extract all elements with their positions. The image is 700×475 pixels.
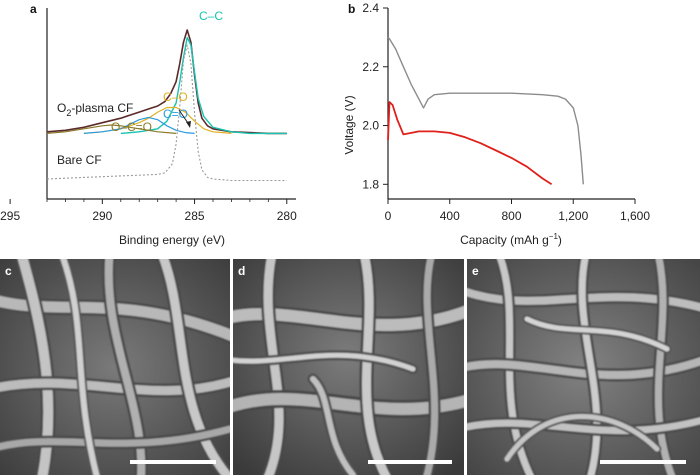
discharge-y-tick-label: 2.4 <box>362 1 379 15</box>
scale-bar <box>130 460 216 464</box>
discharge-y-tick-label: 2.0 <box>362 119 379 133</box>
xps-x-tick-label: 290 <box>92 209 112 223</box>
panel-d-label: d <box>238 264 246 278</box>
cc-peak-label: C–C <box>199 9 223 23</box>
discharge-y-tick-label: 2.2 <box>362 60 379 74</box>
discharge-x-axis-label: Capacity (mAh g−1) <box>460 232 562 247</box>
discharge-y-axis-label: Voltage (V) <box>345 95 356 154</box>
series-bare-cf <box>46 44 287 182</box>
discharge-x-tick-label: 0 <box>385 209 392 223</box>
xps-x-tick-label: 295 <box>0 209 20 223</box>
co-peak-label: C–O <box>163 90 188 104</box>
xps-chart: 295 290 285 280 Binding energy (eV) C–C C–O… <box>0 8 297 247</box>
series-c-o <box>83 116 195 134</box>
discharge-x-tick-label: 400 <box>440 209 460 223</box>
sem-image-d: d <box>233 259 464 475</box>
discharge-curve-gray <box>387 36 584 185</box>
scale-bar <box>368 460 452 464</box>
annotation-arrowhead <box>186 121 191 128</box>
o-c-eq-o-peak-label: O–C=O <box>111 120 152 134</box>
discharge-x-tick-label: 1,600 <box>620 209 650 223</box>
discharge-x-tick-label: 800 <box>501 209 521 223</box>
o2-plasma-label: O2-plasma CF <box>57 101 133 118</box>
series-o-c-o <box>46 124 177 134</box>
panel-a-label: a <box>30 2 37 16</box>
panel-e-label: e <box>472 264 479 278</box>
sem-fibers-e <box>467 259 700 475</box>
sem-fibers-c <box>0 259 230 475</box>
scale-bar <box>600 460 686 464</box>
sem-fibers-d <box>233 259 464 475</box>
series-o2-plasma-cf <box>46 29 287 135</box>
xps-x-tick-label: 285 <box>185 209 205 223</box>
discharge-chart: 2.4 2.2 2.0 1.8 0 400 800 1,200 1,600 Voltage (V… <box>345 1 650 247</box>
c-eq-o-peak-label: C=O <box>163 107 188 121</box>
discharge-x-tick-label: 1,200 <box>558 209 588 223</box>
sem-image-e: e <box>467 259 700 475</box>
sem-image-c: c <box>0 259 230 475</box>
xps-x-axis-label: Binding energy (eV) <box>119 233 225 247</box>
bare-cf-label: Bare CF <box>57 153 102 167</box>
discharge-curve-red <box>387 101 553 186</box>
panel-b-label: b <box>348 2 356 16</box>
discharge-y-tick-label: 1.8 <box>362 177 379 191</box>
panel-c-label: c <box>5 264 12 278</box>
xps-x-tick-label: 280 <box>277 209 297 223</box>
